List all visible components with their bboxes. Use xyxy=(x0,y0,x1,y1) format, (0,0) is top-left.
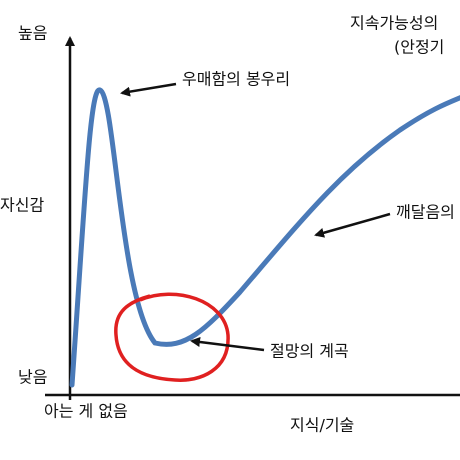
arrow xyxy=(190,337,265,352)
annotation: (안정기 xyxy=(394,38,444,57)
arrow xyxy=(120,82,177,97)
x-axis-label: 지식/기술 xyxy=(290,416,354,435)
annotation: 절망의 계곡 xyxy=(270,342,349,361)
annotation: 지속가능성의 xyxy=(350,14,438,33)
annotation: 우매함의 봉우리 xyxy=(182,70,290,89)
highlight-circle xyxy=(114,292,230,382)
y-high-label: 높음 xyxy=(18,24,47,43)
confidence-curve xyxy=(69,87,460,388)
annotation: 깨달음의 xyxy=(396,203,455,222)
y-low-label: 낮음 xyxy=(18,368,47,387)
y-axis-label: 자신감 xyxy=(0,196,44,215)
x-origin-label: 아는 게 없음 xyxy=(44,402,128,421)
arrow xyxy=(314,212,391,238)
